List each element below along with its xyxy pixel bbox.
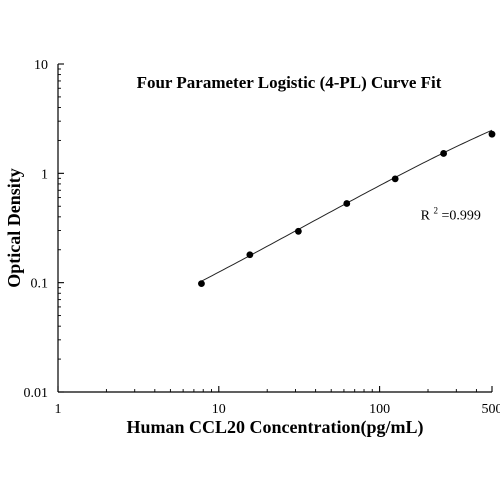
x-tick-label: 1: [55, 402, 62, 417]
chart-title: Four Parameter Logistic (4-PL) Curve Fit: [137, 73, 442, 92]
x-tick-label: 100: [369, 402, 390, 417]
data-point: [488, 130, 496, 138]
data-point: [246, 251, 254, 259]
r-squared-annotation: R 2 =0.999: [421, 202, 481, 223]
data-points: [198, 130, 496, 288]
y-axis-title: Optical Density: [4, 168, 24, 288]
y-axis-ticks: 0.01 0.1 1 10: [24, 58, 64, 401]
y-tick-label: 0.1: [31, 277, 49, 292]
data-point: [198, 280, 205, 288]
x-tick-label: 10: [212, 402, 226, 417]
y-tick-label: 0.01: [24, 386, 49, 401]
r-squared-r: R: [421, 208, 431, 223]
r-squared-superscript: 2: [433, 205, 438, 215]
x-tick-label: 500: [482, 402, 500, 417]
data-point: [343, 200, 351, 207]
x-axis-title: Human CCL20 Concentration(pg/mL): [126, 417, 423, 438]
y-tick-label: 10: [34, 58, 48, 73]
r-squared-value: =0.999: [441, 208, 480, 223]
data-point: [294, 227, 302, 235]
data-point: [440, 150, 447, 157]
y-tick-label: 1: [41, 167, 48, 182]
x-axis-ticks: 1 10 100 500: [55, 386, 500, 417]
data-point: [391, 175, 399, 183]
